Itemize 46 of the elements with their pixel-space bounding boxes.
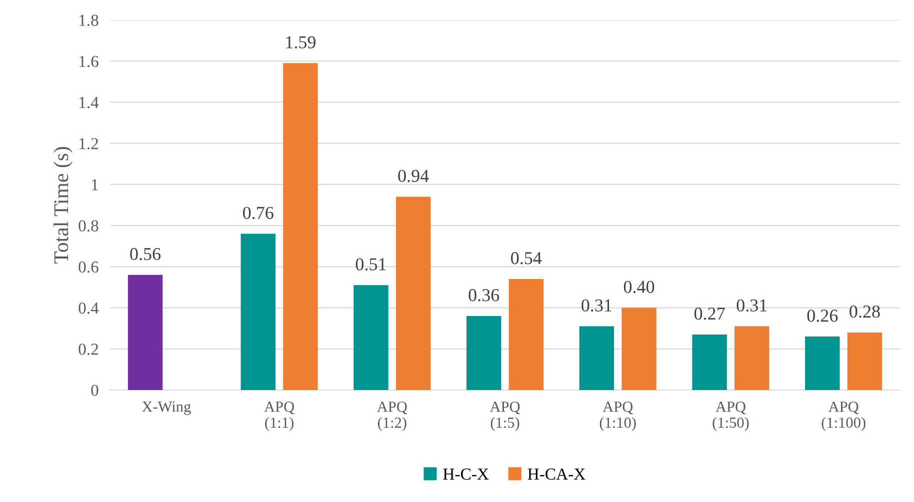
data-label: 0.31 — [736, 299, 767, 312]
legend-label: H-CA-X — [528, 468, 586, 480]
x-tick-label: APQ (1:100) — [822, 402, 866, 431]
x-tick-label: APQ (1:10) — [600, 402, 636, 431]
bar — [734, 326, 770, 390]
bar — [128, 274, 163, 390]
legend-label: H-C-X — [443, 468, 489, 480]
bar — [283, 63, 318, 390]
y-axis-title: Total Time (s) — [54, 147, 72, 264]
bar — [508, 279, 544, 390]
data-label: 0.27 — [694, 308, 725, 320]
y-tick-label: 1 — [92, 179, 98, 190]
bar — [396, 196, 431, 390]
y-tick-label: 1.2 — [80, 138, 98, 150]
bar — [622, 308, 656, 390]
y-tick-label: 0.8 — [78, 220, 98, 232]
bar — [240, 234, 276, 390]
bar — [847, 332, 882, 390]
y-tick-label: 1.8 — [80, 14, 98, 26]
data-label: 0.31 — [582, 299, 612, 312]
bar — [354, 285, 388, 390]
y-tick-label: 1.6 — [80, 56, 98, 68]
data-label: 0.40 — [624, 280, 654, 294]
x-tick-label: X-Wing — [142, 402, 191, 415]
bar — [692, 334, 727, 390]
data-label: 0.56 — [130, 248, 161, 260]
data-label: 0.51 — [356, 258, 386, 270]
data-label: 0.94 — [398, 170, 429, 182]
y-tick-label: 0.2 — [78, 344, 98, 355]
y-tick-label: 0 — [91, 384, 98, 396]
data-label: 1.59 — [286, 36, 316, 48]
x-tick-label: APQ (1:5) — [490, 402, 520, 431]
data-label: 0.36 — [468, 289, 500, 302]
x-tick-label: APQ (1:2) — [377, 402, 408, 431]
data-label: 0.76 — [243, 206, 274, 220]
data-label: 0.28 — [850, 305, 880, 318]
y-tick-label: 0.4 — [78, 302, 99, 314]
x-tick-label: APQ (1:1) — [264, 402, 294, 431]
x-tick-label: APQ (1:50) — [712, 402, 749, 431]
data-label: 0.26 — [807, 310, 838, 322]
data-label: 0.54 — [511, 252, 542, 264]
y-tick-label: 0.6 — [78, 261, 98, 273]
y-tick-label: 1.4 — [80, 97, 99, 108]
bar — [805, 336, 840, 390]
bar — [579, 326, 614, 390]
bar — [466, 316, 502, 390]
